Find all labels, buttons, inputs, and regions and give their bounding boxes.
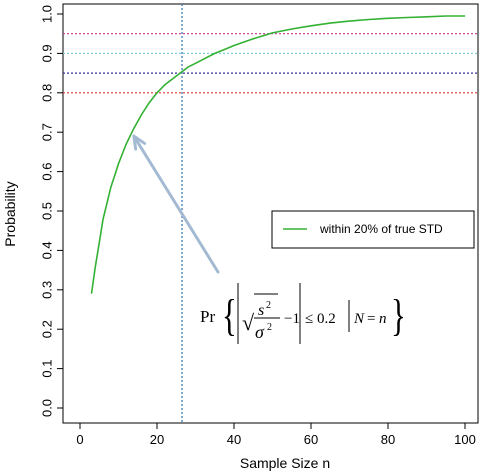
annotation-formula: Pr { √ s 2 σ 2 −1 ≤ 0.2 N = n } [200, 283, 406, 344]
series-group [90, 15, 465, 294]
svg-text:Pr: Pr [200, 307, 215, 326]
x-axis-title: Sample Size n [240, 455, 330, 471]
svg-text:σ: σ [255, 322, 265, 342]
x-tick-label-0: 0 [76, 432, 83, 447]
svg-text:n: n [379, 311, 387, 327]
x-tick-label-5: 100 [454, 432, 476, 447]
svg-text:{: { [222, 292, 237, 341]
annotation-arrow [132, 134, 220, 274]
svg-text:−1: −1 [284, 311, 300, 327]
x-tick-label-3: 60 [304, 432, 318, 447]
legend: within 20% of true STD [271, 210, 475, 249]
y-tick-label-4: 0.4 [40, 241, 55, 259]
x-axis: 0 20 40 60 80 100 [76, 423, 476, 447]
y-tick-label-10: 1.0 [40, 5, 55, 23]
y-tick-label-7: 0.7 [40, 123, 55, 141]
arrow-head [132, 134, 147, 151]
x-tick-label-4: 80 [381, 432, 395, 447]
x-tick-label-2: 40 [227, 432, 241, 447]
y-tick-label-6: 0.6 [40, 163, 55, 181]
series-line-0 [90, 15, 465, 294]
arrow-shaft [132, 134, 220, 274]
svg-text:=: = [367, 311, 375, 327]
svg-text:}: } [391, 292, 406, 341]
plot-frame [62, 3, 479, 424]
y-axis: 0.0 0.1 0.2 0.3 0.4 0.5 0.6 0.7 0.8 0.9 1.0 [40, 5, 63, 417]
svg-text:N: N [353, 311, 365, 327]
svg-text:2: 2 [266, 300, 271, 311]
y-tick-label-8: 0.8 [40, 84, 55, 102]
x-tick-label-1: 20 [150, 432, 164, 447]
svg-text:√: √ [242, 310, 255, 335]
svg-text:2: 2 [267, 322, 272, 333]
y-tick-label-0: 0.0 [40, 399, 55, 417]
legend-label: within 20% of true STD [319, 222, 443, 236]
y-tick-label-5: 0.5 [40, 202, 55, 220]
y-tick-label-1: 0.1 [40, 360, 55, 378]
svg-text:s: s [258, 302, 264, 319]
y-tick-label-9: 0.9 [40, 44, 55, 62]
svg-text:≤ 0.2: ≤ 0.2 [305, 311, 336, 327]
y-axis-title: Probability [2, 181, 18, 246]
y-tick-label-3: 0.3 [40, 281, 55, 299]
y-tick-label-2: 0.2 [40, 320, 55, 338]
